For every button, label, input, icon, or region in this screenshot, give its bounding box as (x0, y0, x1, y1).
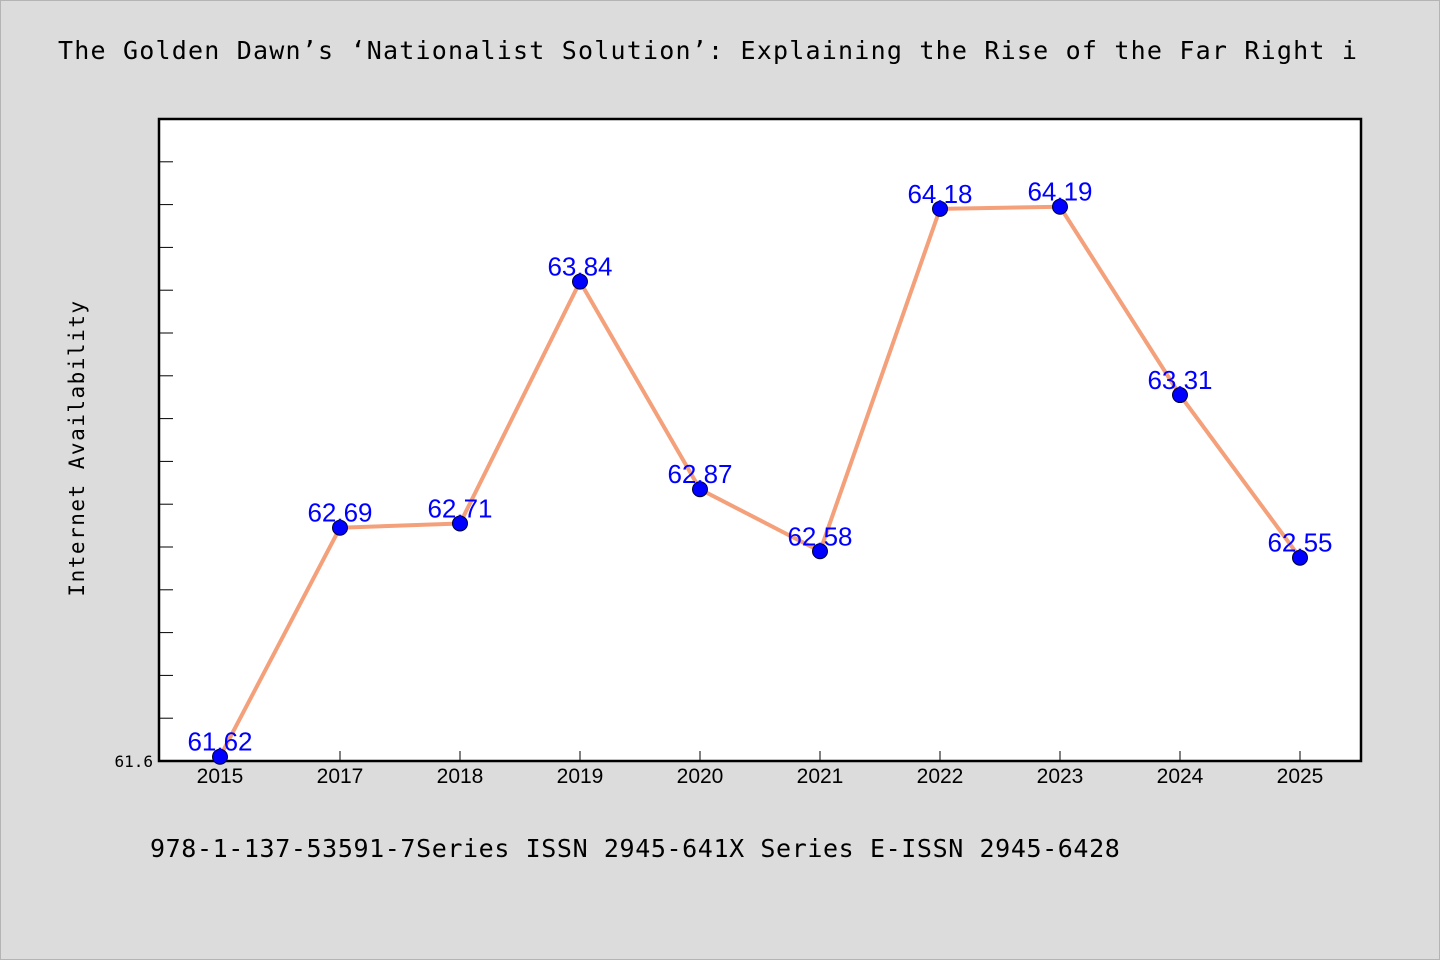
chart-title: The Golden Dawn’s ‘Nationalist Solution’… (58, 36, 1359, 65)
data-label: 63.84 (547, 252, 612, 282)
x-axis-ticks: 2015 2017 2018 2019 2020 2021 2022 2023 2024 2025 (197, 751, 1324, 788)
data-point (212, 748, 228, 765)
data-point (932, 200, 948, 217)
data-label: 64.18 (907, 179, 972, 209)
data-point (1172, 387, 1188, 404)
isbn-issn-footer: 978-1-137-53591-7Series ISSN 2945-641X S… (150, 834, 1121, 863)
data-label: 62.55 (1267, 528, 1332, 558)
data-point (1052, 198, 1068, 215)
y-axis-label: Internet Availability (65, 299, 89, 596)
y-axis-ticks: 61.6 (114, 161, 173, 771)
data-point (1292, 549, 1308, 566)
x-tick-label: 2024 (1157, 765, 1204, 788)
x-tick-label: 2021 (797, 765, 844, 788)
x-tick-label: 2020 (677, 765, 724, 788)
series-line (218, 204, 1302, 758)
x-tick-label: 2022 (917, 765, 964, 788)
data-label: 62.71 (427, 493, 492, 523)
data-label: 62.87 (667, 459, 732, 489)
plot-area (157, 117, 1363, 763)
data-point (332, 519, 348, 536)
data-point (692, 481, 708, 498)
data-point (812, 543, 828, 560)
y-tick-label: 61.6 (114, 752, 153, 771)
data-label: 61.62 (187, 727, 252, 757)
data-point (572, 273, 588, 290)
data-label: 64.19 (1027, 177, 1092, 207)
x-tick-label: 2025 (1277, 765, 1324, 788)
data-label: 62.58 (787, 521, 852, 551)
x-tick-label: 2017 (317, 765, 364, 788)
series-line-group (218, 204, 1302, 758)
data-point (452, 515, 468, 532)
x-tick-label: 2015 (197, 765, 244, 788)
data-labels: 61.62 62.69 62.71 63.84 62.87 62.58 64.18 64.19… (187, 177, 1332, 757)
x-tick-label: 2019 (557, 765, 604, 788)
x-tick-label: 2023 (1037, 765, 1084, 788)
data-label: 63.31 (1147, 365, 1212, 395)
data-label: 62.69 (307, 498, 372, 528)
x-tick-label: 2018 (437, 765, 484, 788)
data-markers (212, 198, 1308, 765)
